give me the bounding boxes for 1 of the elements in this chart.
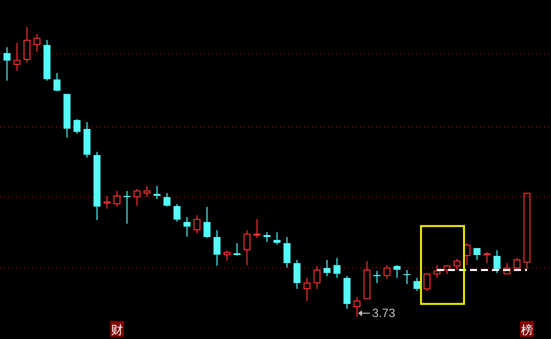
annotation: 3.73 [372,306,396,320]
